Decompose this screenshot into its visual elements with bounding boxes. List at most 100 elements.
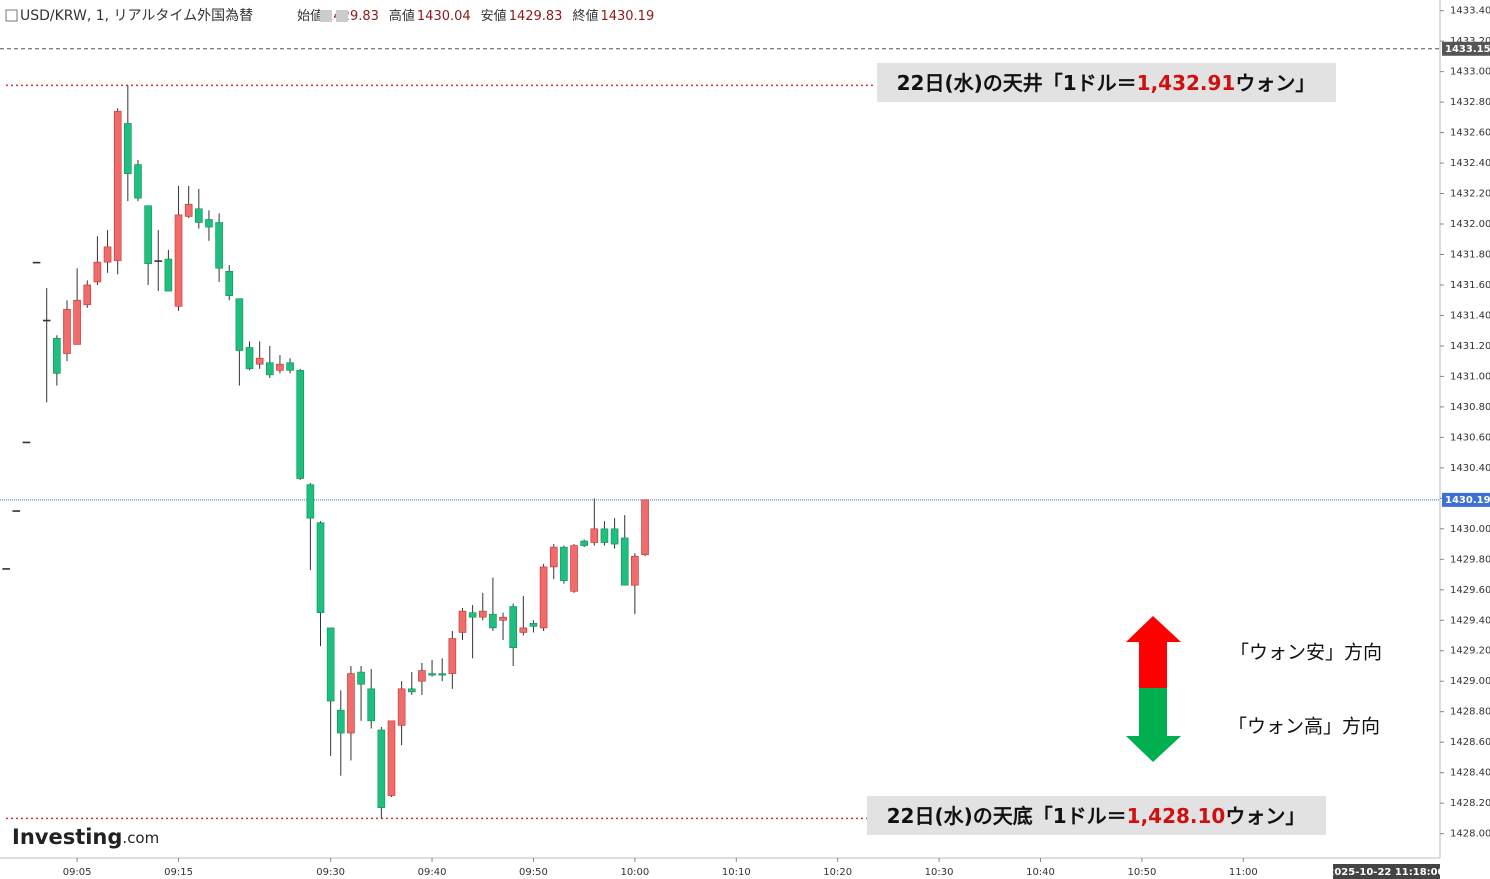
candle-body [164,258,173,292]
x-tick-label: 11:00 [1229,867,1258,878]
y-tick-label: 1429.60 [1450,585,1490,596]
watermark-part: Investing [12,825,122,849]
price-tag [1442,41,1490,56]
candle-body [93,261,102,283]
candle-body [347,673,355,734]
y-tick-label: 1430.00 [1450,524,1490,535]
candle-body [620,537,629,586]
candle-body [438,673,446,676]
candle-body [154,260,163,262]
y-tick-label: 1433.20 [1450,36,1490,47]
candle-body [306,484,315,519]
price-tag-label: 1430.19 [1445,495,1490,506]
candle-body [519,627,528,633]
candle-body [631,555,639,586]
candle-body [428,673,436,676]
candle-body [397,688,406,726]
candle-body [418,670,426,682]
annotation-box [877,63,1336,102]
candle-body [336,709,345,734]
price-tag-label: 1433.15 [1445,44,1490,55]
candle-body [357,671,365,685]
header-icon [336,10,348,22]
header-part: 1429.83 [325,9,379,24]
x-tick-label: 09:50 [519,867,548,878]
y-tick-label: 1428.80 [1450,707,1490,718]
candle-body [174,214,183,307]
header-part: 始値 [297,8,323,24]
candle-body [377,729,386,809]
candle-body [235,298,244,351]
x-tick-label: 10:30 [925,867,954,878]
watermark: Investing.com [12,825,159,849]
annotation-part: 1,428.10 [1127,804,1226,828]
candle-body [590,528,599,543]
x-tick-label: 10:20 [823,867,852,878]
y-tick-label: 1432.00 [1450,219,1490,230]
annotation-part: 22日(水)の天底「1ドル＝ [887,804,1127,828]
watermark-part: .com [122,829,159,847]
candle-body [286,362,294,371]
y-tick-label: 1432.60 [1450,128,1490,139]
down-arrow [1126,688,1181,762]
candle-body [326,627,335,702]
candle-body [42,319,51,322]
y-tick-label: 1433.40 [1450,6,1490,17]
cursor-time-box [1333,864,1440,879]
candle-body [215,222,223,269]
candle-body [134,164,142,199]
y-tick-label: 1428.60 [1450,737,1490,748]
header-part: 1429.83 [509,9,563,24]
y-tick-label: 1430.40 [1450,463,1490,474]
annotation-part: ウォン」 [1225,804,1305,828]
candle-body [245,347,254,370]
candle-body [124,123,132,175]
header-part: 1430.04 [417,9,471,24]
candle-body [489,613,497,629]
annotation-part: 1,432.91 [1137,71,1236,95]
y-tick-label: 1431.00 [1450,371,1490,382]
header-part: USD/KRW, 1, リアルタイム外国為替 [20,8,253,24]
header-part: 終値 [572,8,598,24]
y-tick-label: 1428.40 [1450,768,1490,779]
header-icon [320,10,332,22]
y-tick-label: 1431.20 [1450,341,1490,352]
candle-body [103,246,112,263]
y-tick-label: 1433.00 [1450,67,1490,78]
y-tick-label: 1429.20 [1450,646,1490,657]
candle-body [113,110,122,261]
y-tick-label: 1432.40 [1450,158,1490,169]
candle-body [2,568,10,570]
candle-body [549,546,558,568]
x-tick-label: 10:10 [722,867,751,878]
header: USD/KRW, 1, リアルタイム外国為替 始値 1429.83 高値 1430.04… [20,8,654,25]
y-tick-label: 1429.40 [1450,615,1490,626]
y-tick-label: 1429.80 [1450,554,1490,565]
candle-body [144,205,152,264]
annotation-text: 22日(水)の天底「1ドル＝1,428.10ウォン」 [887,804,1306,828]
candle-body [184,203,193,217]
legend-up: 「ウォン安」方向 [1230,642,1382,664]
up-arrow [1126,616,1181,688]
candle-body [83,284,92,306]
candle-body [53,338,61,374]
header-part: 高値 [389,8,415,24]
candle-body [468,612,477,618]
annotation-box [867,796,1326,835]
candle-body [499,616,507,621]
annotation-part: 22日(水)の天井「1ドル＝ [897,71,1137,95]
header-part: 安値 [481,8,507,24]
candle-body [255,357,264,365]
x-tick-label: 09:15 [164,867,193,878]
candle-body [205,219,213,228]
legend-down: 「ウォン高」方向 [1228,716,1380,738]
candle-body [225,270,234,296]
candle-body [387,720,396,796]
candle-body [195,208,203,223]
candle-body [478,610,487,618]
candle-body [580,540,588,546]
y-tick-label: 1430.60 [1450,432,1490,443]
y-tick-label: 1431.40 [1450,310,1490,321]
